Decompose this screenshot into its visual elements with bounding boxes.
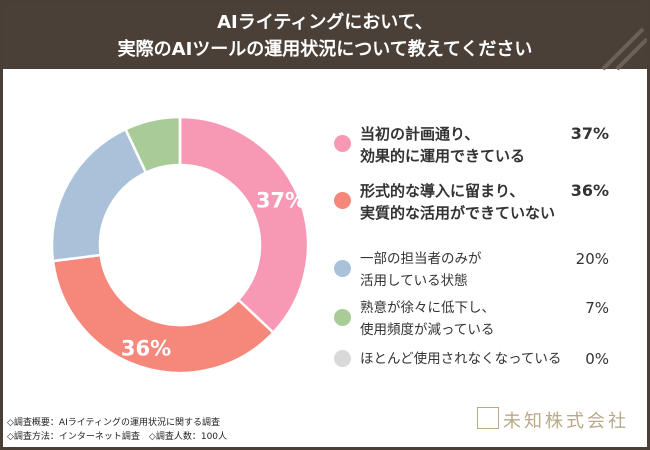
donut-slice <box>178 115 310 335</box>
chart-title: AIライティングにおいて、 実際のAIツールの運用状況について教えてください <box>117 12 533 60</box>
legend-label: 当初の計画通り、 効果的に運用できている <box>360 125 526 165</box>
legend-swatch <box>334 192 351 209</box>
note: ◇調査方法：インターネット調査 ◇調査人数：100人 <box>7 432 228 442</box>
legend-value: 0% <box>585 350 609 368</box>
legend-value: 36% <box>570 181 609 200</box>
legend-label: 熟意が徐々に低下し、 使用頻度が減っている <box>360 300 495 338</box>
logo: 未知株式会社 <box>503 411 629 432</box>
legend-swatch <box>334 135 351 152</box>
donut-slice <box>51 253 276 375</box>
legend-value: 20% <box>575 250 609 268</box>
legend-label: ほとんど使用されなくなっている <box>360 351 562 367</box>
legend-label: 形式的な導入に留まり、 実質的な活用ができていない <box>360 182 556 222</box>
logo-icon <box>477 407 499 429</box>
legend-label: 一部の担当者のみが 活用している状態 <box>360 251 482 289</box>
chart: 37% 36% <box>50 27 647 375</box>
banner-stripes <box>601 27 647 71</box>
data-label: 36% <box>121 337 171 361</box>
legend-swatch <box>334 350 351 367</box>
note: ◇調査概要：AIライティングの運用状況に関する調査 <box>7 418 221 428</box>
title-banner <box>3 3 647 69</box>
legend-value: 7% <box>585 299 609 317</box>
data-label: 37% <box>256 188 306 212</box>
legend-value: 37% <box>570 124 609 143</box>
donut-slice <box>50 127 148 263</box>
legend-swatch <box>334 260 351 277</box>
legend-swatch <box>334 309 351 326</box>
